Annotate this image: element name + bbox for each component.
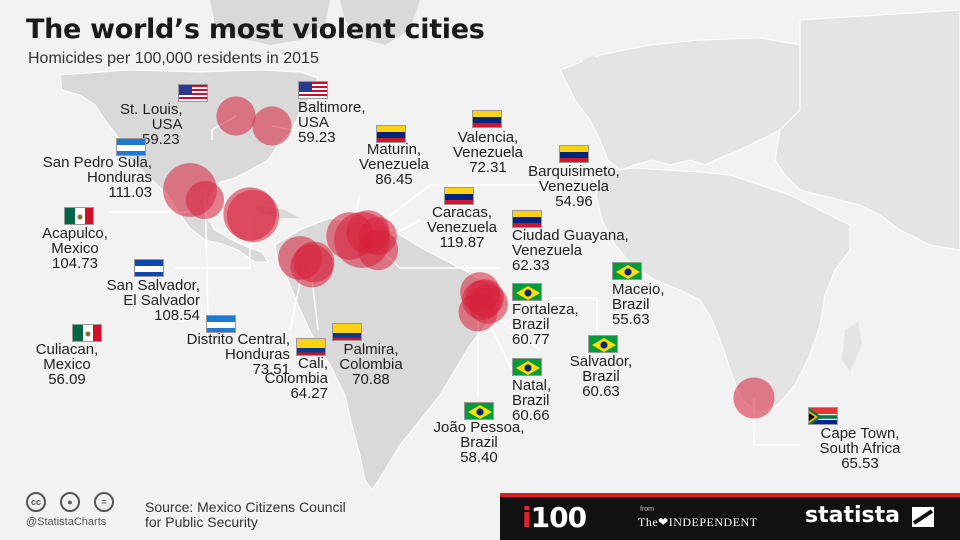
honduras-flag-icon bbox=[206, 315, 236, 333]
bubble-joao-pessoa bbox=[458, 292, 498, 332]
label-cali: Cali, Colombia 64.27 bbox=[264, 355, 328, 402]
city-bubbles bbox=[163, 96, 775, 419]
label-valencia: Valencia, Venezuela 72.31 bbox=[452, 129, 524, 176]
label-maceio: Maceio, Brazil 55.63 bbox=[612, 281, 665, 328]
usa-flag-icon bbox=[298, 81, 328, 99]
i100-logo: i100 bbox=[522, 501, 587, 534]
brazil-flag-icon bbox=[588, 335, 618, 353]
uk-land bbox=[582, 55, 600, 88]
bubble-palmira bbox=[290, 244, 334, 288]
label-st-louis: St. Louis, USA 59.23 bbox=[120, 101, 183, 148]
no-derivatives-icon: = bbox=[94, 492, 114, 512]
label-maturin: Maturin, Venezuela 86.45 bbox=[358, 141, 430, 188]
greenland-land bbox=[340, 0, 420, 45]
label-san-pedro-sula: San Pedro Sula, Honduras 111.03 bbox=[42, 154, 152, 201]
statista-mark-icon bbox=[912, 507, 934, 527]
venezuela-flag-icon bbox=[444, 187, 474, 205]
source-note: Source: Mexico Citizens Council for Publ… bbox=[145, 499, 346, 530]
label-joao-pessoa: João Pessoa, Brazil 58.40 bbox=[433, 419, 525, 466]
statista-logo: statista bbox=[805, 503, 900, 528]
mexico-flag-icon bbox=[64, 207, 94, 225]
bubble-cape-town bbox=[733, 377, 775, 419]
label-culiacan: Culiacan, Mexico 56.09 bbox=[35, 341, 99, 388]
label-caracas: Caracas, Venezuela 119.87 bbox=[426, 204, 498, 251]
from-label: from bbox=[640, 506, 654, 513]
south-africa-flag-icon bbox=[808, 407, 838, 425]
africa-land bbox=[595, 167, 851, 413]
bubble-baltimore bbox=[252, 106, 292, 146]
label-barquisimeto: Barquisimeto, Venezuela 54.96 bbox=[528, 163, 620, 210]
label-distrito-central: Distrito Central, Honduras 73.51 bbox=[186, 331, 290, 378]
el-salvador-flag-icon bbox=[134, 259, 164, 277]
colombia-flag-icon bbox=[296, 338, 326, 356]
label-ciudad-guayana: Ciudad Guayana, Venezuela 62.33 bbox=[512, 227, 629, 274]
label-palmira: Palmira, Colombia 70.88 bbox=[339, 341, 403, 388]
bubble-san-salvador bbox=[223, 187, 277, 241]
arctic-islands-land bbox=[210, 0, 330, 45]
bubble-culiacan bbox=[185, 180, 225, 220]
brazil-flag-icon bbox=[612, 262, 642, 280]
page-title: The world’s most violent cities bbox=[26, 14, 485, 45]
honduras-flag-icon bbox=[116, 138, 146, 156]
venezuela-flag-icon bbox=[512, 210, 542, 228]
footer-accent-bar bbox=[500, 493, 960, 497]
asia-land bbox=[774, 9, 960, 251]
bubble-ciudad-guayana bbox=[357, 229, 399, 271]
brazil-flag-icon bbox=[512, 358, 542, 376]
mexico-flag-icon bbox=[72, 324, 102, 342]
europe-land bbox=[559, 37, 801, 171]
statista-handle: @StatistaCharts bbox=[26, 516, 107, 528]
label-baltimore: Baltimore, USA 59.23 bbox=[298, 99, 366, 146]
attribution-icon: ● bbox=[60, 492, 80, 512]
venezuela-flag-icon bbox=[472, 110, 502, 128]
label-acapulco: Acapulco, Mexico 104.73 bbox=[42, 225, 108, 272]
venezuela-flag-icon bbox=[559, 145, 589, 163]
colombia-flag-icon bbox=[332, 323, 362, 341]
cc-icon: cc bbox=[26, 492, 46, 512]
label-fortaleza: Fortaleza, Brazil 60.77 bbox=[512, 301, 579, 348]
footer-brand-bar bbox=[500, 497, 960, 540]
label-salvador: Salvador, Brazil 60.63 bbox=[569, 353, 633, 400]
page-subtitle: Homicides per 100,000 residents in 2015 bbox=[28, 50, 319, 67]
label-natal: Natal, Brazil 60.66 bbox=[512, 377, 552, 424]
usa-flag-icon bbox=[178, 84, 208, 102]
bubble-st-louis bbox=[216, 96, 256, 136]
madagascar-land bbox=[842, 322, 862, 372]
label-san-salvador: San Salvador, El Salvador 108.54 bbox=[106, 277, 200, 324]
venezuela-flag-icon bbox=[376, 125, 406, 143]
brazil-flag-icon bbox=[512, 283, 542, 301]
label-cape-town: Cape Town, South Africa 65.53 bbox=[819, 425, 901, 472]
brazil-flag-icon bbox=[464, 402, 494, 420]
independent-logo: The❤INDEPENDENT bbox=[638, 515, 758, 529]
